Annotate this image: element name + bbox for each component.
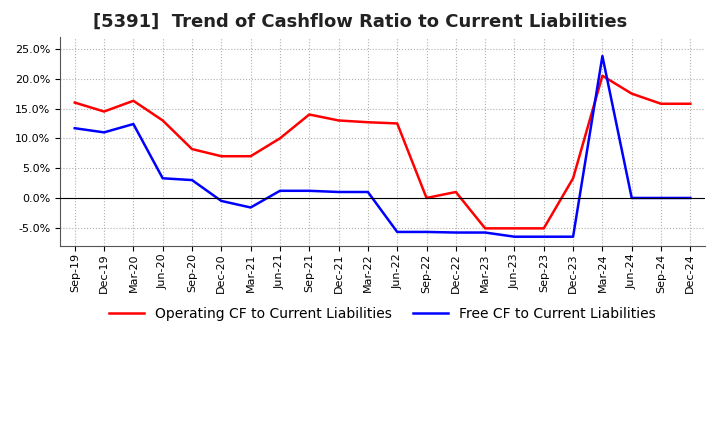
Operating CF to Current Liabilities [569, 176, 577, 181]
Free CF to Current Liabilities [276, 188, 284, 194]
Free CF to Current Liabilities [158, 176, 167, 181]
Free CF to Current Liabilities [100, 130, 109, 135]
Operating CF to Current Liabilities [627, 91, 636, 96]
Free CF to Current Liabilities [598, 53, 607, 59]
Free CF to Current Liabilities [71, 125, 79, 131]
Free CF to Current Liabilities [305, 188, 314, 194]
Operating CF to Current Liabilities [305, 112, 314, 117]
Operating CF to Current Liabilities [451, 189, 460, 194]
Operating CF to Current Liabilities [100, 109, 109, 114]
Free CF to Current Liabilities [686, 195, 695, 201]
Operating CF to Current Liabilities [276, 136, 284, 141]
Operating CF to Current Liabilities [246, 154, 255, 159]
Free CF to Current Liabilities [539, 234, 548, 239]
Operating CF to Current Liabilities [364, 120, 372, 125]
Free CF to Current Liabilities [451, 230, 460, 235]
Free CF to Current Liabilities [510, 234, 519, 239]
Text: [5391]  Trend of Cashflow Ratio to Current Liabilities: [5391] Trend of Cashflow Ratio to Curren… [93, 13, 627, 31]
Free CF to Current Liabilities [188, 177, 197, 183]
Legend: Operating CF to Current Liabilities, Free CF to Current Liabilities: Operating CF to Current Liabilities, Fre… [104, 301, 661, 326]
Operating CF to Current Liabilities [539, 226, 548, 231]
Operating CF to Current Liabilities [481, 226, 490, 231]
Line: Operating CF to Current Liabilities: Operating CF to Current Liabilities [75, 76, 690, 228]
Free CF to Current Liabilities [657, 195, 665, 201]
Operating CF to Current Liabilities [657, 101, 665, 106]
Free CF to Current Liabilities [569, 234, 577, 239]
Operating CF to Current Liabilities [129, 98, 138, 103]
Line: Free CF to Current Liabilities: Free CF to Current Liabilities [75, 56, 690, 237]
Operating CF to Current Liabilities [510, 226, 519, 231]
Operating CF to Current Liabilities [188, 147, 197, 152]
Free CF to Current Liabilities [334, 189, 343, 194]
Operating CF to Current Liabilities [598, 73, 607, 78]
Free CF to Current Liabilities [217, 198, 225, 204]
Operating CF to Current Liabilities [686, 101, 695, 106]
Free CF to Current Liabilities [129, 121, 138, 127]
Free CF to Current Liabilities [364, 189, 372, 194]
Free CF to Current Liabilities [246, 205, 255, 210]
Free CF to Current Liabilities [422, 229, 431, 235]
Free CF to Current Liabilities [481, 230, 490, 235]
Operating CF to Current Liabilities [217, 154, 225, 159]
Free CF to Current Liabilities [627, 195, 636, 201]
Operating CF to Current Liabilities [158, 118, 167, 123]
Operating CF to Current Liabilities [393, 121, 402, 126]
Operating CF to Current Liabilities [334, 118, 343, 123]
Free CF to Current Liabilities [393, 229, 402, 235]
Operating CF to Current Liabilities [422, 195, 431, 201]
Operating CF to Current Liabilities [71, 100, 79, 105]
